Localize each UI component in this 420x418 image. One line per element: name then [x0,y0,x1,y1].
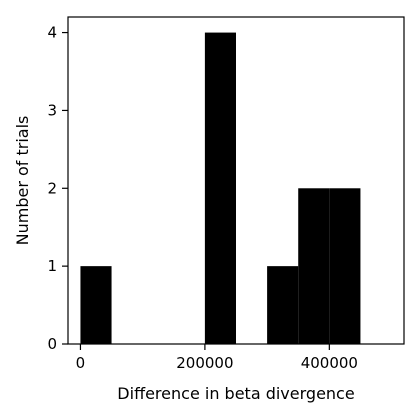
x-tick-label: 200000 [176,354,233,372]
y-axis-label: Number of trials [13,116,32,246]
y-tick-label: 0 [47,335,57,353]
histogram-bar-4 [204,32,236,344]
y-tick-label: 3 [47,101,57,119]
bars-group [80,32,361,344]
y-ticks-group: 0 1 2 3 4 [47,24,68,353]
plot-frame [67,16,405,345]
histogram-bar-0 [80,266,112,344]
y-tick-label: 4 [47,24,57,42]
y-tick-label: 2 [47,179,57,197]
x-axis-label: Difference in beta divergence [117,384,354,403]
histogram-bar-6 [267,266,299,344]
histogram-bar-7 [298,188,330,344]
x-ticks-group: 0 200000 400000 [76,344,358,372]
x-tick-label: 400000 [301,354,358,372]
histogram-bar-8 [329,188,361,344]
x-tick-label: 0 [76,354,86,372]
y-tick-label: 1 [47,257,57,275]
